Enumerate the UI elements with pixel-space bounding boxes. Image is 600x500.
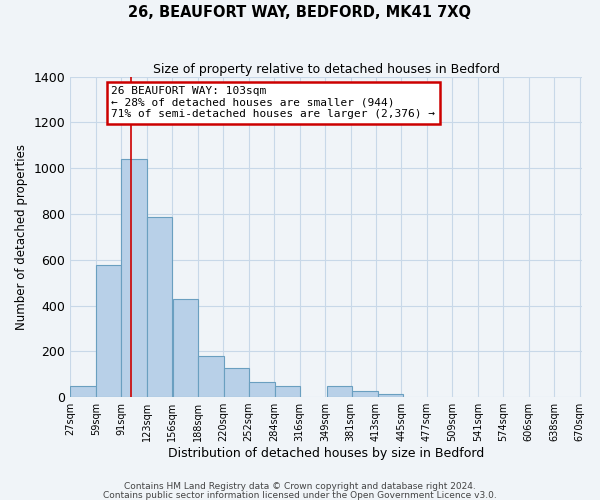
Bar <box>250 382 275 397</box>
X-axis label: Distribution of detached houses by size in Bedford: Distribution of detached houses by size … <box>168 447 484 460</box>
Bar <box>275 386 301 397</box>
Bar <box>70 386 96 397</box>
Bar <box>147 218 172 397</box>
Bar <box>96 265 121 397</box>
Bar <box>326 386 352 397</box>
Text: 26 BEAUFORT WAY: 103sqm
← 28% of detached houses are smaller (944)
71% of semi-d: 26 BEAUFORT WAY: 103sqm ← 28% of detache… <box>111 86 435 120</box>
Bar <box>224 368 250 397</box>
Bar <box>352 392 377 397</box>
Text: 26, BEAUFORT WAY, BEDFORD, MK41 7XQ: 26, BEAUFORT WAY, BEDFORD, MK41 7XQ <box>128 5 472 20</box>
Bar <box>121 159 147 397</box>
Bar <box>377 394 403 397</box>
Text: Contains HM Land Registry data © Crown copyright and database right 2024.: Contains HM Land Registry data © Crown c… <box>124 482 476 491</box>
Bar <box>199 356 224 397</box>
Bar <box>173 298 199 397</box>
Text: Contains public sector information licensed under the Open Government Licence v3: Contains public sector information licen… <box>103 490 497 500</box>
Y-axis label: Number of detached properties: Number of detached properties <box>15 144 28 330</box>
Title: Size of property relative to detached houses in Bedford: Size of property relative to detached ho… <box>153 62 500 76</box>
